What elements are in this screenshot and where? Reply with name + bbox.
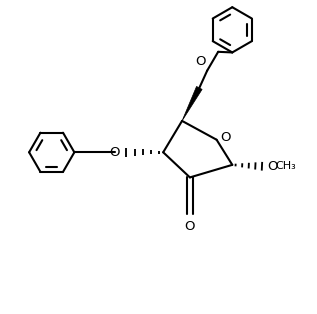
Text: O: O [220, 131, 231, 144]
Text: O: O [267, 160, 277, 173]
Text: O: O [184, 220, 195, 233]
Polygon shape [182, 86, 202, 121]
Text: CH₃: CH₃ [275, 161, 296, 171]
Text: O: O [195, 55, 206, 68]
Text: O: O [109, 146, 120, 159]
